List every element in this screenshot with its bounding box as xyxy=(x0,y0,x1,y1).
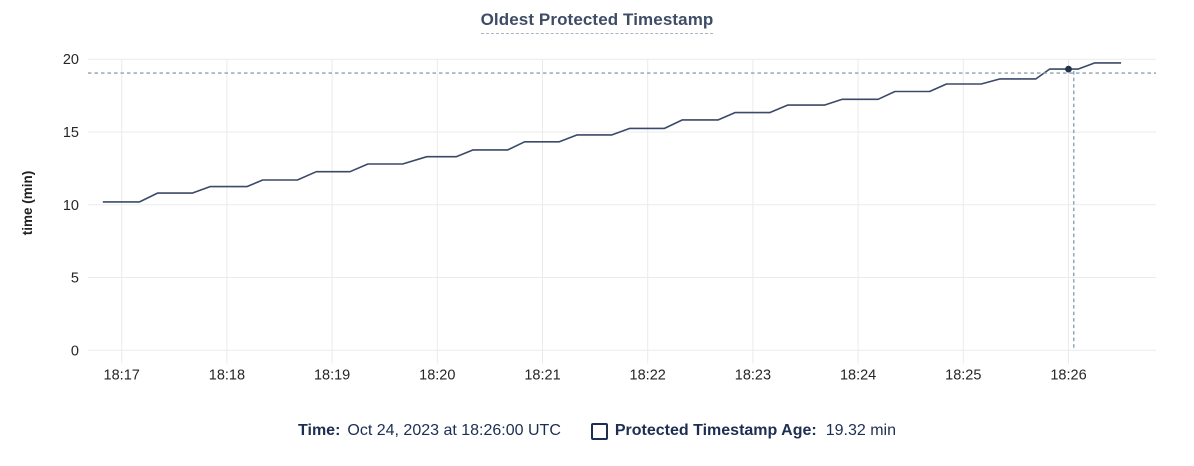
legend-series-label[interactable]: Protected Timestamp Age: xyxy=(614,422,817,439)
y-tick-label: 20 xyxy=(63,52,79,68)
x-tick-label: 18:22 xyxy=(630,368,666,384)
chart-title[interactable]: Oldest Protected Timestamp xyxy=(480,10,714,34)
series-line xyxy=(102,62,1122,203)
y-axis-label: time (min) xyxy=(20,171,35,236)
chart-svg[interactable]: 0 5 10 15 20 18:17 18:18 18:19 18:20 18:21 18:22 18… xyxy=(0,0,1194,400)
x-tick-label: 18:23 xyxy=(735,368,771,384)
legend-time-label: Time: xyxy=(298,422,341,439)
x-tick-label: 18:19 xyxy=(314,368,350,384)
legend-series-value: 19.32 min xyxy=(825,422,896,439)
x-tick-label: 18:25 xyxy=(945,368,981,384)
x-tick-label: 18:20 xyxy=(419,368,455,384)
legend-time-value: Oct 24, 2023 at 18:26:00 UTC xyxy=(347,422,561,439)
y-tick-label: 0 xyxy=(71,343,79,359)
x-tick-label: 18:17 xyxy=(104,368,140,384)
y-tick-label: 5 xyxy=(71,271,79,287)
x-tick-label: 18:26 xyxy=(1050,368,1086,384)
hover-legend: Time: Oct 24, 2023 at 18:26:00 UTC Prote… xyxy=(0,420,1194,442)
x-tick-label: 18:24 xyxy=(840,368,876,384)
series-toggle-checkbox[interactable] xyxy=(590,422,608,440)
x-tick-label: 18:18 xyxy=(209,368,245,384)
hover-point-dot xyxy=(1065,65,1072,73)
y-tick-label: 10 xyxy=(63,198,79,214)
y-tick-label: 15 xyxy=(63,125,79,141)
chart-title-row: Oldest Protected Timestamp xyxy=(0,10,1194,34)
x-tick-label: 18:21 xyxy=(524,368,560,384)
chart-area[interactable]: 0 5 10 15 20 18:17 18:18 18:19 18:20 18:21 18:22 18… xyxy=(0,0,1194,400)
